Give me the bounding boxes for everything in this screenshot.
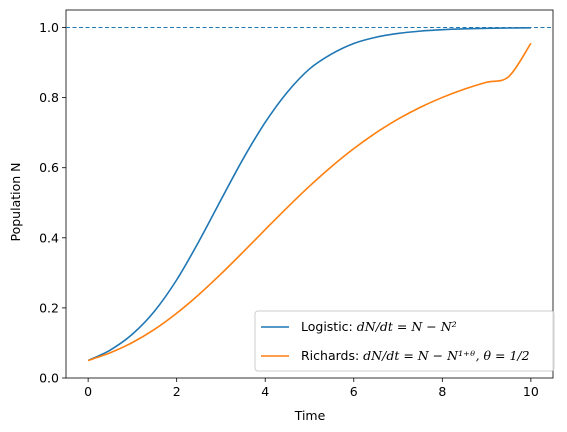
legend-prefix-richards: Richards: (301, 348, 363, 363)
x-tick-label-3: 6 (350, 384, 358, 399)
axes-frame (65, 9, 554, 379)
x-tick-label-5: 10 (523, 384, 539, 399)
series-line-richards (87, 42, 532, 362)
x-axis-label: Time (294, 408, 326, 423)
series-line-logistic (87, 27, 531, 362)
x-tick-label-2: 4 (261, 384, 269, 399)
legend: Logistic: dN/dt = N − N² Richards: dN/dt… (254, 310, 555, 372)
y-tick-label-3: 0.6 (39, 160, 59, 175)
plot-area: 0 2 4 6 8 10 0.0 0.2 0.4 0.6 0.8 1.0 (39, 9, 554, 399)
x-tick-label-0: 0 (84, 384, 92, 399)
legend-label-richards: Richards: dN/dt = N − N¹⁺ᶿ, θ = 1/2 (301, 348, 530, 363)
y-tick-label-1: 0.2 (39, 300, 59, 315)
legend-formula-logistic: dN/dt = N − N² (357, 319, 457, 334)
y-tick-label-2: 0.4 (39, 230, 59, 245)
legend-label-logistic: Logistic: dN/dt = N − N² (301, 319, 457, 334)
x-tick-label-1: 2 (173, 384, 181, 399)
legend-formula-richards: dN/dt = N − N¹⁺ᶿ, θ = 1/2 (363, 348, 529, 363)
y-tick-label-4: 0.8 (39, 90, 59, 105)
y-tick-label-5: 1.0 (39, 20, 59, 35)
x-tick-label-4: 8 (438, 384, 446, 399)
y-axis-label: Population N (8, 163, 23, 242)
y-tick-label-0: 0.0 (39, 371, 59, 386)
legend-box (254, 310, 555, 372)
legend-prefix-logistic: Logistic: (301, 319, 357, 334)
